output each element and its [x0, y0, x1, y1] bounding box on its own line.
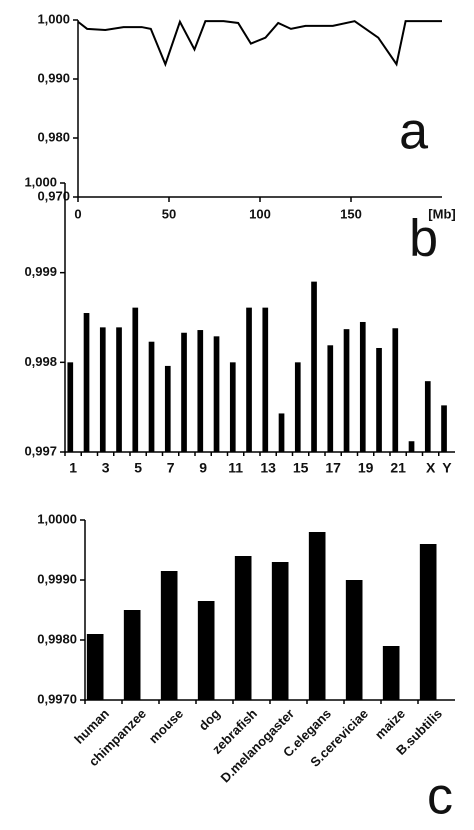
- bar: [132, 307, 139, 452]
- x-tick-label: 21: [390, 460, 406, 476]
- bar: [376, 347, 382, 452]
- y-tick-label: 0,998: [24, 354, 57, 369]
- y-tick-label: 0,9970: [37, 691, 77, 706]
- y-tick-label: 0,9990: [37, 571, 77, 586]
- x-tick-label: 9: [199, 460, 207, 476]
- bar: [278, 413, 285, 452]
- bar: [419, 544, 437, 700]
- bar: [99, 327, 106, 452]
- x-tick-label: dog: [196, 706, 223, 733]
- y-tick-label: 1,000: [24, 174, 57, 189]
- bar: [327, 345, 334, 452]
- x-tick-label: 1: [69, 460, 77, 476]
- bar: [229, 362, 236, 452]
- y-tick-label: 0,970: [37, 188, 70, 203]
- bar: [164, 365, 171, 452]
- x-tick-label: 15: [293, 460, 309, 476]
- y-tick-label: 1,000: [37, 11, 70, 26]
- bar: [359, 321, 366, 452]
- x-tick-label: 3: [102, 460, 110, 476]
- x-axis-label: [Mb]: [428, 206, 455, 221]
- x-tick-label: 7: [167, 460, 175, 476]
- bar: [271, 562, 289, 700]
- bar: [311, 281, 317, 452]
- y-tick-label: 0,997: [24, 443, 57, 458]
- bar: [86, 634, 104, 700]
- panel-letter: a: [399, 103, 428, 161]
- bar: [213, 336, 220, 452]
- bar: [123, 610, 141, 700]
- y-tick-label: 0,999: [24, 264, 57, 279]
- bar: [116, 327, 122, 452]
- x-tick-label: 17: [325, 460, 341, 476]
- x-tick-label: 0: [74, 206, 81, 221]
- y-tick-label: 1,0000: [37, 511, 77, 526]
- bar: [67, 362, 74, 452]
- x-tick-label: Y: [442, 460, 452, 476]
- x-tick-label: 150: [340, 206, 362, 221]
- bar: [234, 556, 252, 700]
- data-line: [77, 19, 442, 68]
- bar: [160, 571, 178, 700]
- bar: [345, 580, 363, 700]
- x-tick-label: 5: [134, 460, 142, 476]
- bar: [408, 441, 415, 452]
- y-tick-label: 0,9980: [37, 631, 77, 646]
- bar: [392, 328, 399, 452]
- bar: [308, 532, 326, 700]
- bar: [197, 330, 204, 452]
- bar: [246, 307, 252, 452]
- bar: [294, 362, 301, 452]
- panel-letter: b: [409, 210, 438, 268]
- x-tick-label: mouse: [146, 706, 186, 746]
- panel-letter: c: [427, 768, 453, 826]
- bar: [148, 341, 155, 452]
- x-tick-label: X: [426, 460, 436, 476]
- bar: [382, 646, 400, 700]
- bar: [197, 601, 215, 700]
- bar: [343, 329, 350, 452]
- y-tick-label: 0,980: [37, 129, 70, 144]
- x-tick-label: 19: [358, 460, 374, 476]
- bar: [262, 307, 269, 452]
- bar: [424, 381, 431, 452]
- bar: [181, 332, 187, 452]
- bar: [83, 313, 90, 452]
- x-tick-label: 50: [162, 206, 176, 221]
- bar: [441, 405, 447, 452]
- y-tick-label: 0,990: [37, 70, 70, 85]
- x-tick-label: 13: [260, 460, 276, 476]
- x-tick-label: 11: [228, 460, 243, 476]
- x-tick-label: 100: [249, 206, 271, 221]
